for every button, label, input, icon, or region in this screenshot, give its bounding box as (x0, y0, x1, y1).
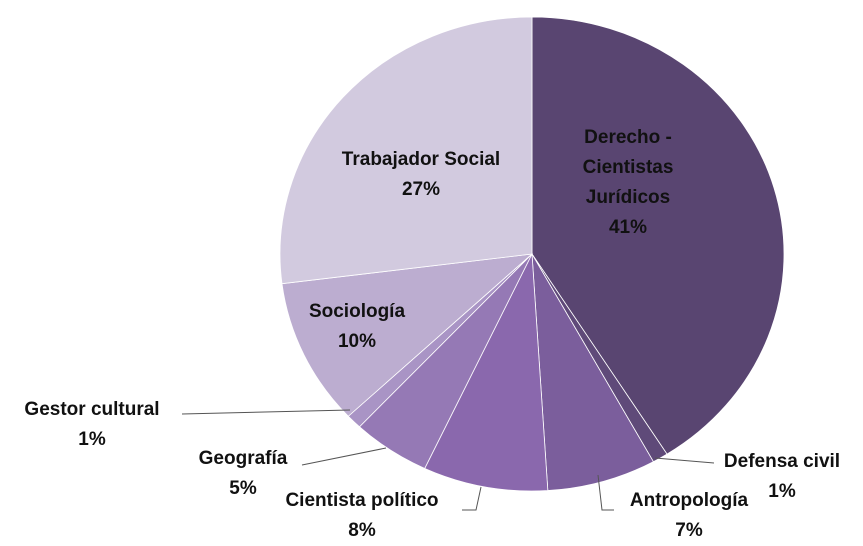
percent-label: 27% (401, 179, 441, 200)
category-label: Sociología (308, 301, 406, 322)
percent-label: 8% (348, 520, 376, 541)
slice-label: Trabajador Social 27% (342, 145, 500, 205)
leader-line (181, 409, 351, 415)
slice-label: Geografía 5% (199, 444, 288, 504)
pie-slice (531, 253, 654, 491)
slice-label: Defensa civil 1% (724, 447, 840, 507)
category-label: Trabajador Social (341, 149, 501, 170)
category-label: Derecho - Cientistas Jurídicos (582, 127, 674, 208)
pie-slice (531, 16, 785, 455)
slice-label: Cientista político 8% (285, 486, 438, 546)
percent-label: 1% (768, 481, 796, 502)
leader-line (462, 486, 482, 511)
percent-label: 1% (78, 429, 106, 450)
category-label: Geografía (198, 448, 288, 469)
percent-label: 7% (675, 520, 703, 541)
pie-slice (279, 16, 533, 285)
category-label: Defensa civil (723, 451, 841, 472)
pie-slice (424, 252, 549, 492)
slice-label: Derecho - Cientistas Jurídicos 41% (568, 123, 688, 243)
percent-label: 41% (608, 217, 648, 238)
percent-label: 5% (229, 478, 257, 499)
slice-label: Gestor cultural 1% (24, 395, 159, 455)
percent-label: 10% (337, 331, 377, 352)
category-label: Gestor cultural (24, 399, 160, 420)
leader-line (301, 447, 387, 466)
category-label: Antropología (629, 490, 749, 511)
slice-label: Sociología 10% (309, 297, 405, 357)
leader-line (597, 474, 614, 511)
leader-line (654, 457, 715, 464)
slice-label: Antropología 7% (630, 486, 748, 546)
category-label: Cientista político (285, 490, 439, 511)
